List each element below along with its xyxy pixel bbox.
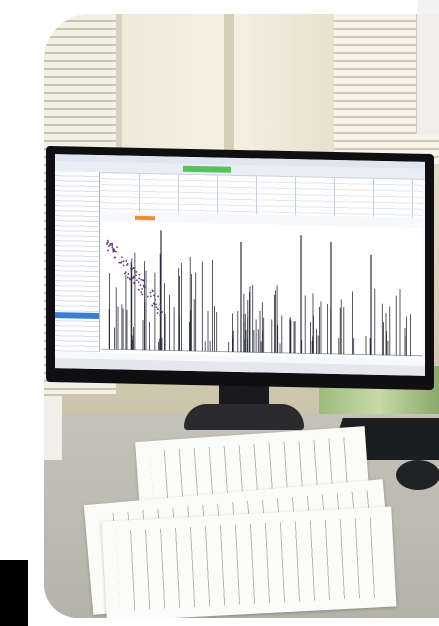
spectrum-cluster-dot [128,277,131,280]
spectrum-cluster-dot [114,256,116,259]
spectrum-cluster-dot [159,303,162,306]
spectrum-cluster-dot [163,318,166,321]
spectrum-cluster-dot [141,287,144,290]
app-sidebar [55,171,100,353]
spectrum-cluster-dot [163,313,166,316]
spectrum-cluster-dot [150,295,152,298]
spectrum-cluster-dot [155,303,157,306]
spectrum-cluster-dot [154,298,157,301]
window-mullion [224,14,234,164]
spectrum-plot [101,221,423,360]
spectrum-cluster-dot [126,264,128,266]
spectrum-cluster-dot [135,279,138,282]
spectrum-cluster-dot [124,271,127,274]
sidebar-selected-item [55,312,99,320]
spectrum-cluster-dot [159,314,162,317]
spectrum-cluster-dot [157,308,159,311]
spectrum-cluster-dot [107,249,109,252]
spectrum-cluster-dot [141,293,144,296]
printed-spectrum-sheet-bottom [101,506,397,618]
spectrum-cluster-dot [140,278,143,281]
spectrum-cluster-dot [133,267,136,269]
spectrum-cluster-dot [116,246,118,249]
spectrum-cluster-dot [143,285,145,288]
spectrum-cluster-dot [118,261,121,264]
spectrum-cluster-dot [126,276,129,279]
toolbar-green-bar [183,165,231,173]
spectrum-cluster-dot [122,260,125,263]
spectrum-cluster-dot [133,270,136,272]
spectrum-cluster-dot [149,291,152,294]
spectrum-cluster-dot [130,267,132,270]
spectrum-cluster-dot [134,271,136,274]
spectrum-cluster-dot [141,279,144,282]
spectrum-cluster-dot [109,242,112,245]
spectrum-cluster-dot [124,272,126,275]
spectrum-cluster-dot [111,247,114,249]
spectrum-cluster-dot [127,273,130,275]
spectrum-cluster-dot [152,290,154,293]
spectrum-cluster-dot [121,256,123,259]
spectrum-cluster-dot [156,312,159,314]
spectrum-cluster-dot [131,277,134,280]
spectrum-cluster-dot [138,277,141,280]
orange-tab-marker [135,215,155,221]
spectrum-cluster-dot [111,242,113,245]
spectrum-cluster-dot [151,304,154,307]
black-corner-fragment [0,560,28,626]
spectrum-cluster-dot [133,282,136,285]
spectrum-cluster-dot [114,250,117,253]
left-paper-sheet [44,396,62,460]
spectrum-cluster-dot [132,275,135,278]
spectrum-cluster-dot [135,274,137,277]
spectrum-cluster-dot [139,284,142,287]
spectrum-cluster-dot [135,271,138,273]
monitor [46,145,434,391]
spectrum-cluster-dot [112,249,115,252]
light-panel [416,14,439,134]
spectrum-cluster-dot [140,291,143,294]
spectrum-cluster-dot [107,245,110,248]
monitor-stand-base [184,404,304,430]
spectrum-cluster-dot [138,273,141,276]
spectrum-cluster-dot [106,242,108,245]
spectrum-cluster-dot [159,309,162,312]
spectrum-cluster-dot [147,295,149,298]
spectrum-cluster-dot [137,281,140,284]
mouse [396,460,439,490]
spectrum-cluster-dot [122,264,125,267]
spectrum-cluster-dot [106,239,109,242]
spectrum-cluster-dot [120,261,123,263]
app-table [101,173,423,218]
spectrum-cluster-dot [107,241,110,244]
spectrum-cluster-dot [137,288,140,291]
spectrum-cluster-dot [155,306,158,309]
spectrum-cluster-dot [152,302,155,305]
spectrum-cluster-dot [157,295,159,298]
spectrum-cluster-dot [125,260,128,262]
printed-spectrum-lines [116,517,382,611]
spectrum-cluster-dot [161,311,164,313]
photo-frame [44,14,439,618]
spectrum-cluster-dot [153,294,155,297]
os-taskbar [55,358,425,376]
monitor-screen [55,154,425,376]
